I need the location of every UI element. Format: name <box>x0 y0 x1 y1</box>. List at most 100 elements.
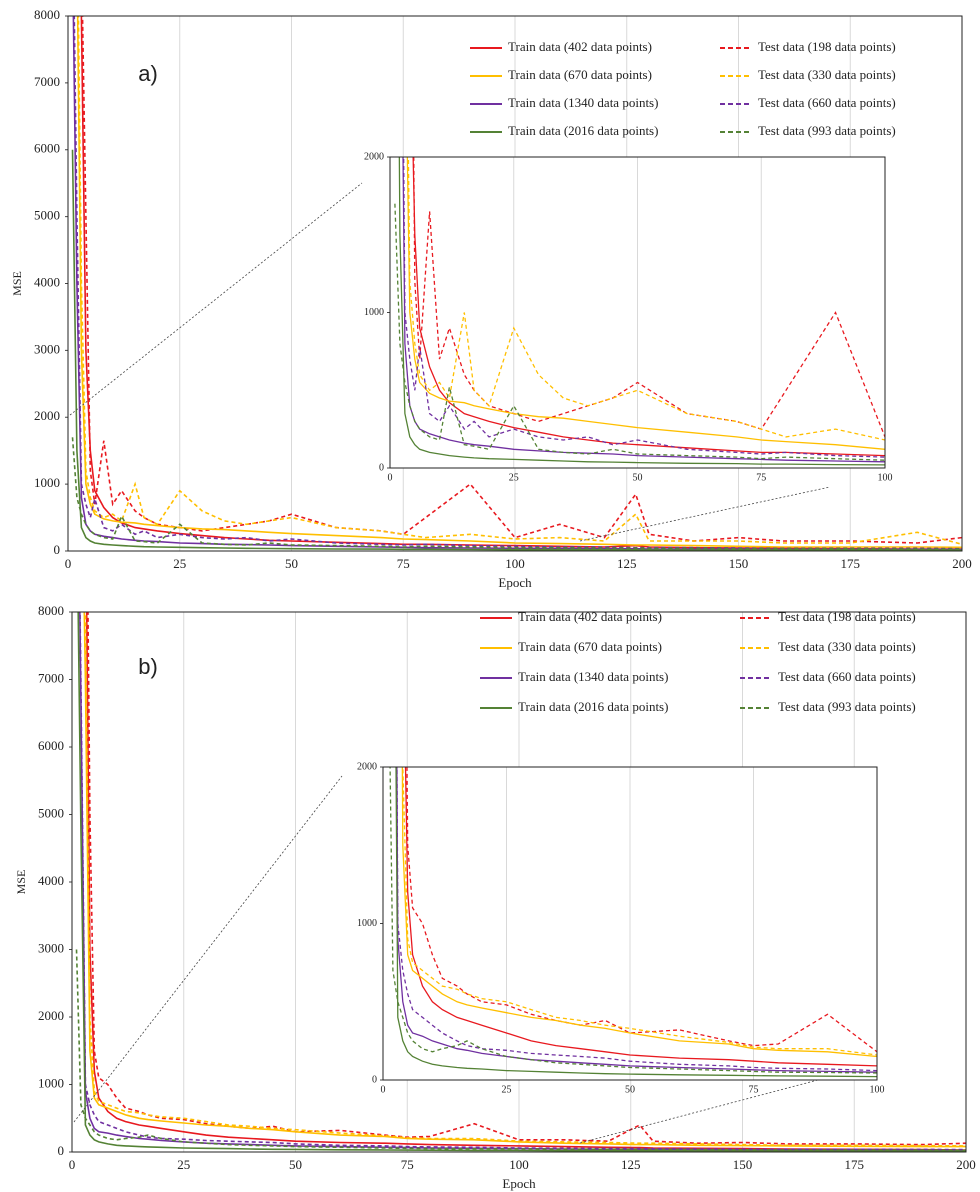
legend-label: Train data (402 data points) <box>518 609 662 624</box>
y-tick-label: 1000 <box>34 475 60 490</box>
legend-label: Test data (660 data points) <box>758 95 896 110</box>
series-line <box>413 157 885 438</box>
y-tick-label: 1000 <box>357 918 377 929</box>
x-tick-label: 100 <box>505 556 525 571</box>
series-line <box>396 767 877 1073</box>
legend-label: Train data (402 data points) <box>508 39 652 54</box>
y-tick-label: 1000 <box>364 307 384 318</box>
y-tick-label: 2000 <box>357 761 377 772</box>
x-tick-label: 75 <box>401 1157 414 1172</box>
x-tick-label: 150 <box>729 556 749 571</box>
x-tick-label: 75 <box>756 472 766 483</box>
legend-label: Train data (2016 data points) <box>508 123 658 138</box>
series-line <box>79 612 966 1151</box>
y-tick-label: 2000 <box>38 1008 64 1023</box>
x-tick-label: 75 <box>397 556 410 571</box>
y-tick-label: 8000 <box>34 7 60 22</box>
y-tick-label: 7000 <box>34 74 60 89</box>
x-tick-label: 175 <box>845 1157 865 1172</box>
series-line <box>71 437 962 550</box>
y-tick-label: 1000 <box>38 1075 64 1090</box>
legend-label: Test data (198 data points) <box>758 39 896 54</box>
y-axis-label: MSE <box>14 870 28 895</box>
plot-frame <box>382 766 878 1081</box>
legend-label: Train data (670 data points) <box>508 67 652 82</box>
series-line <box>402 157 885 463</box>
x-tick-label: 125 <box>617 556 637 571</box>
legend-label: Test data (660 data points) <box>778 669 916 684</box>
plot-frame <box>67 15 963 552</box>
series-line <box>77 612 966 1152</box>
legend-label: Train data (2016 data points) <box>518 699 668 714</box>
x-tick-label: 25 <box>509 472 519 483</box>
plot-frame <box>71 611 967 1153</box>
x-tick-label: 75 <box>749 1084 759 1095</box>
y-axis-label: MSE <box>10 271 24 296</box>
x-tick-label: 200 <box>956 1157 976 1172</box>
y-tick-label: 3000 <box>38 940 64 955</box>
x-axis-label: Epoch <box>498 575 532 590</box>
x-tick-label: 125 <box>621 1157 641 1172</box>
panel-label: a) <box>138 61 158 86</box>
legend-label: Test data (198 data points) <box>778 609 916 624</box>
series-line <box>76 16 962 549</box>
y-tick-label: 3000 <box>34 341 60 356</box>
plot-frame <box>389 156 886 469</box>
legend-label: Train data (670 data points) <box>518 639 662 654</box>
y-tick-label: 4000 <box>34 274 60 289</box>
zoom-connector <box>579 486 831 542</box>
y-tick-label: 5000 <box>38 805 64 820</box>
y-tick-label: 6000 <box>34 141 60 156</box>
series-line <box>406 157 885 450</box>
legend-label: Test data (330 data points) <box>778 639 916 654</box>
y-tick-label: 4000 <box>38 873 64 888</box>
series-line <box>394 203 885 461</box>
x-tick-label: 50 <box>285 556 298 571</box>
x-tick-label: 200 <box>952 556 972 571</box>
series-line <box>396 767 877 1072</box>
x-axis-label: Epoch <box>502 1176 536 1191</box>
series-line <box>407 157 885 441</box>
x-tick-label: 0 <box>65 556 72 571</box>
x-tick-label: 25 <box>173 556 186 571</box>
x-tick-label: 150 <box>733 1157 753 1172</box>
x-tick-label: 0 <box>388 472 393 483</box>
series-line <box>401 767 877 1058</box>
zoom-connector <box>73 775 343 1123</box>
legend-label: Train data (1340 data points) <box>518 669 668 684</box>
series-line <box>75 949 966 1152</box>
y-tick-label: 0 <box>58 1143 65 1158</box>
series-line <box>395 767 877 1078</box>
x-tick-label: 25 <box>177 1157 190 1172</box>
series-line <box>83 612 966 1148</box>
series-line <box>398 157 885 466</box>
y-tick-label: 2000 <box>364 151 384 162</box>
y-tick-label: 0 <box>54 542 61 557</box>
x-tick-label: 0 <box>381 1084 386 1095</box>
series-line <box>406 767 877 1053</box>
y-tick-label: 0 <box>379 462 384 473</box>
y-tick-label: 8000 <box>38 603 64 618</box>
x-tick-label: 100 <box>870 1084 885 1095</box>
panel-label: b) <box>138 654 158 679</box>
x-tick-label: 50 <box>633 472 643 483</box>
x-tick-label: 175 <box>841 556 861 571</box>
series-line <box>87 612 966 1146</box>
series-line <box>389 767 877 1074</box>
legend-label: Train data (1340 data points) <box>508 95 658 110</box>
y-tick-label: 7000 <box>38 670 64 685</box>
x-tick-label: 50 <box>625 1084 635 1095</box>
y-tick-label: 5000 <box>34 208 60 223</box>
y-tick-label: 6000 <box>38 738 64 753</box>
x-tick-label: 100 <box>878 472 893 483</box>
y-tick-label: 0 <box>372 1074 377 1085</box>
y-tick-label: 2000 <box>34 408 60 423</box>
series-line <box>412 157 885 457</box>
series-line <box>404 767 877 1067</box>
x-tick-label: 25 <box>502 1084 512 1095</box>
legend-label: Test data (993 data points) <box>778 699 916 714</box>
series-line <box>71 149 962 551</box>
legend-label: Test data (330 data points) <box>758 67 896 82</box>
legend-label: Test data (993 data points) <box>758 123 896 138</box>
